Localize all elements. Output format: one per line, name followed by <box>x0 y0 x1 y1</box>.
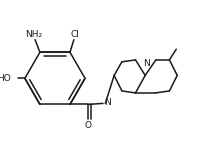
Text: N: N <box>105 98 111 107</box>
Text: HO: HO <box>0 74 11 83</box>
Text: Cl: Cl <box>70 30 79 39</box>
Text: N: N <box>143 59 150 68</box>
Text: NH₂: NH₂ <box>26 30 43 39</box>
Text: O: O <box>85 121 92 130</box>
